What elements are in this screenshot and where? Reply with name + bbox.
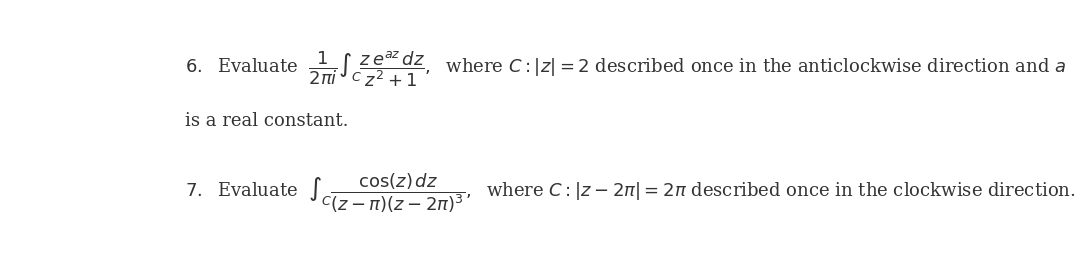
Text: $6.$  Evaluate  $\dfrac{1}{2\pi i}\int_C \dfrac{z\,e^{az}\,dz}{z^2+1},$  where $: $6.$ Evaluate $\dfrac{1}{2\pi i}\int_C \… bbox=[186, 49, 1066, 89]
Text: is a real constant.: is a real constant. bbox=[186, 112, 349, 130]
Text: $7.$  Evaluate  $\int_C \dfrac{\cos(z)\,dz}{(z-\pi)(z-2\pi)^3},$  where $C:|z-2\: $7.$ Evaluate $\int_C \dfrac{\cos(z)\,dz… bbox=[186, 171, 1076, 215]
